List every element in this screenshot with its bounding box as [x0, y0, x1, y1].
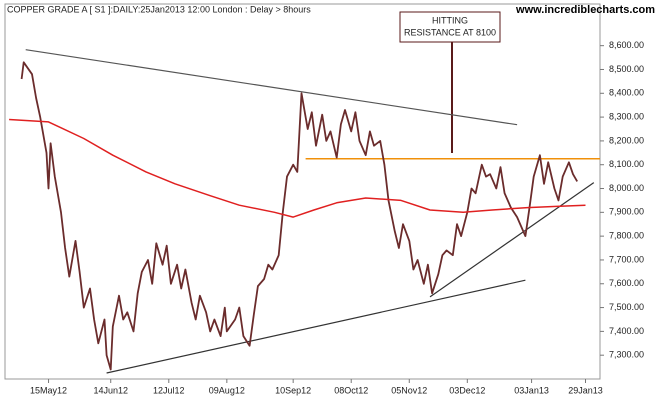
trendline [429, 182, 595, 298]
trendline [25, 49, 518, 126]
y-tick-label: 7,300.00 [609, 350, 644, 360]
y-tick-label: 8,400.00 [609, 88, 644, 98]
annotation-box [399, 11, 501, 43]
y-tick-label: 8,500.00 [609, 64, 644, 74]
y-tick-label: 7,400.00 [609, 326, 644, 336]
plot-frame [4, 3, 601, 380]
x-tick-label: 09Aug12 [209, 385, 245, 395]
price-line [20, 61, 578, 371]
y-tick-label: 7,700.00 [609, 254, 644, 264]
y-tick-label: 8,000.00 [609, 183, 644, 193]
chart-title: COPPER GRADE A [ S1 ]:DAILY:25Jan2013 12… [7, 4, 311, 14]
x-tick-label: 03Jan13 [514, 385, 549, 395]
y-tick-label: 8,100.00 [609, 159, 644, 169]
watermark: www.incrediblecharts.com [515, 4, 655, 16]
trendline [106, 279, 526, 374]
annotation-line-2: RESISTANCE AT 8100 [404, 27, 496, 37]
x-tick-label: 10Sep12 [275, 385, 311, 395]
x-tick-label: 14Jun12 [93, 385, 128, 395]
annotation-line-1: HITTING [432, 15, 468, 25]
x-tick-label: 03Dec12 [449, 385, 485, 395]
x-tick-label: 15May12 [30, 385, 67, 395]
x-tick-label: 12Jul12 [153, 385, 185, 395]
y-tick-label: 7,900.00 [609, 207, 644, 217]
y-tick-label: 7,800.00 [609, 231, 644, 241]
moving-average [9, 118, 586, 218]
y-tick-label: 8,300.00 [609, 111, 644, 121]
x-tick-label: 29Jan13 [568, 385, 603, 395]
y-tick-label: 7,600.00 [609, 278, 644, 288]
y-tick-label: 7,500.00 [609, 302, 644, 312]
x-tick-label: 08Oct12 [334, 385, 368, 395]
x-tick-label: 05Nov12 [391, 385, 427, 395]
y-tick-label: 8,600.00 [609, 40, 644, 50]
y-tick-label: 8,200.00 [609, 135, 644, 145]
